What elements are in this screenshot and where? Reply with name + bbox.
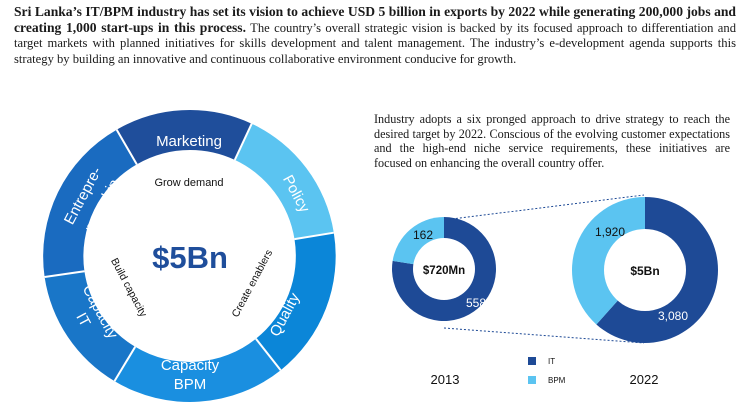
- wheel-inner-grow-demand: Grow demand: [154, 177, 223, 189]
- legend-it-label: IT: [548, 357, 555, 366]
- wheel-segment-policy: [234, 123, 334, 240]
- donut-2022-year: 2022: [630, 372, 659, 387]
- wheel-segment-marketing-2: [116, 109, 190, 165]
- wheel-label-capacity-bpm-2: BPM: [174, 376, 207, 393]
- wheel-segment-capacity-it: [44, 271, 136, 382]
- donut-legend: IT BPM: [528, 357, 566, 385]
- legend-it-swatch: [528, 357, 536, 365]
- wheel-label-capacity-bpm-1: Capacity: [161, 357, 220, 374]
- donut-2013-bpm-label: 162: [413, 228, 433, 242]
- donut-2022-hole: [604, 229, 686, 311]
- donut-2013: $720Mn 162 558: [392, 217, 497, 322]
- donut-2022-it-label: 3,080: [658, 309, 688, 323]
- strategy-wheel: Marketing Policy Quality Capacity BPM Ca…: [43, 109, 336, 402]
- strategy-description: Industry adopts a six pronged approach t…: [374, 112, 730, 170]
- donut-2022-center: $5Bn: [630, 264, 659, 278]
- intro-body: The country’s overall strategic vision i…: [14, 21, 736, 66]
- donut-connectors: [443, 194, 645, 344]
- legend-bpm-label: BPM: [548, 376, 566, 385]
- donut-2013-year: 2013: [431, 372, 460, 387]
- legend-bpm-swatch: [528, 376, 536, 384]
- donut-2013-center: $720Mn: [423, 265, 465, 277]
- wheel-segment-entrepreneurship: [43, 129, 137, 277]
- wheel-inner-disc: [86, 152, 294, 360]
- wheel-segment-capacity-bpm: [114, 338, 281, 402]
- intro-headline: Sri Lanka’s IT/BPM industry has set its …: [14, 4, 736, 36]
- intro-paragraph: Sri Lanka’s IT/BPM industry has set its …: [14, 4, 736, 67]
- wheel-segment-marketing: [190, 110, 252, 160]
- wheel-center-value: $5Bn: [152, 240, 228, 275]
- wheel-label-marketing: Marketing: [156, 133, 222, 150]
- donut-2022-bpm-label: 1,920: [595, 225, 625, 239]
- wheel-separators: [44, 123, 334, 382]
- donut-2013-it-label: 558: [466, 296, 486, 310]
- donut-2013-hole: [413, 238, 475, 300]
- donut-2022: $5Bn 1,920 3,080: [572, 197, 719, 343]
- wheel-segment-quality: [255, 232, 336, 371]
